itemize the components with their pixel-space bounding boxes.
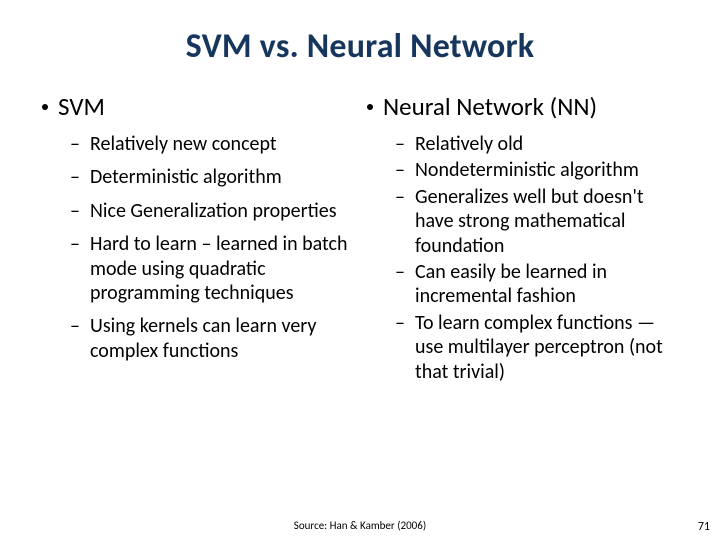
right-list: Relatively old Nondeterministic algorith… [365, 132, 680, 384]
page-title: SVM vs. Neural Network [40, 26, 680, 67]
source-citation: Source: Han & Kamber (2006) [0, 519, 720, 532]
right-column: Neural Network (NN) Relatively old Nonde… [365, 91, 680, 386]
right-header-text: Neural Network (NN) [383, 91, 597, 122]
left-header: SVM [40, 91, 355, 122]
list-item: Relatively new concept [74, 132, 355, 156]
left-column: SVM Relatively new concept Deterministic… [40, 91, 355, 386]
bullet-icon [42, 104, 48, 110]
right-header: Neural Network (NN) [365, 91, 680, 122]
list-item: To learn complex functions —use multilay… [399, 311, 680, 384]
list-item: Nice Generalization properties [74, 199, 355, 223]
list-item: Generalizes well but doesn't have strong… [399, 185, 680, 258]
list-item: Deterministic algorithm [74, 165, 355, 189]
left-list: Relatively new concept Deterministic alg… [40, 132, 355, 363]
list-item: Hard to learn – learned in batch mode us… [74, 232, 355, 305]
list-item: Using kernels can learn very complex fun… [74, 314, 355, 363]
bullet-icon [367, 104, 373, 110]
slide-container: SVM vs. Neural Network SVM Relatively ne… [0, 0, 720, 540]
page-number: 71 [698, 520, 710, 534]
left-header-text: SVM [58, 91, 105, 122]
list-item: Relatively old [399, 132, 680, 156]
columns: SVM Relatively new concept Deterministic… [40, 91, 680, 386]
list-item: Can easily be learned in incremental fas… [399, 260, 680, 309]
list-item: Nondeterministic algorithm [399, 158, 680, 182]
